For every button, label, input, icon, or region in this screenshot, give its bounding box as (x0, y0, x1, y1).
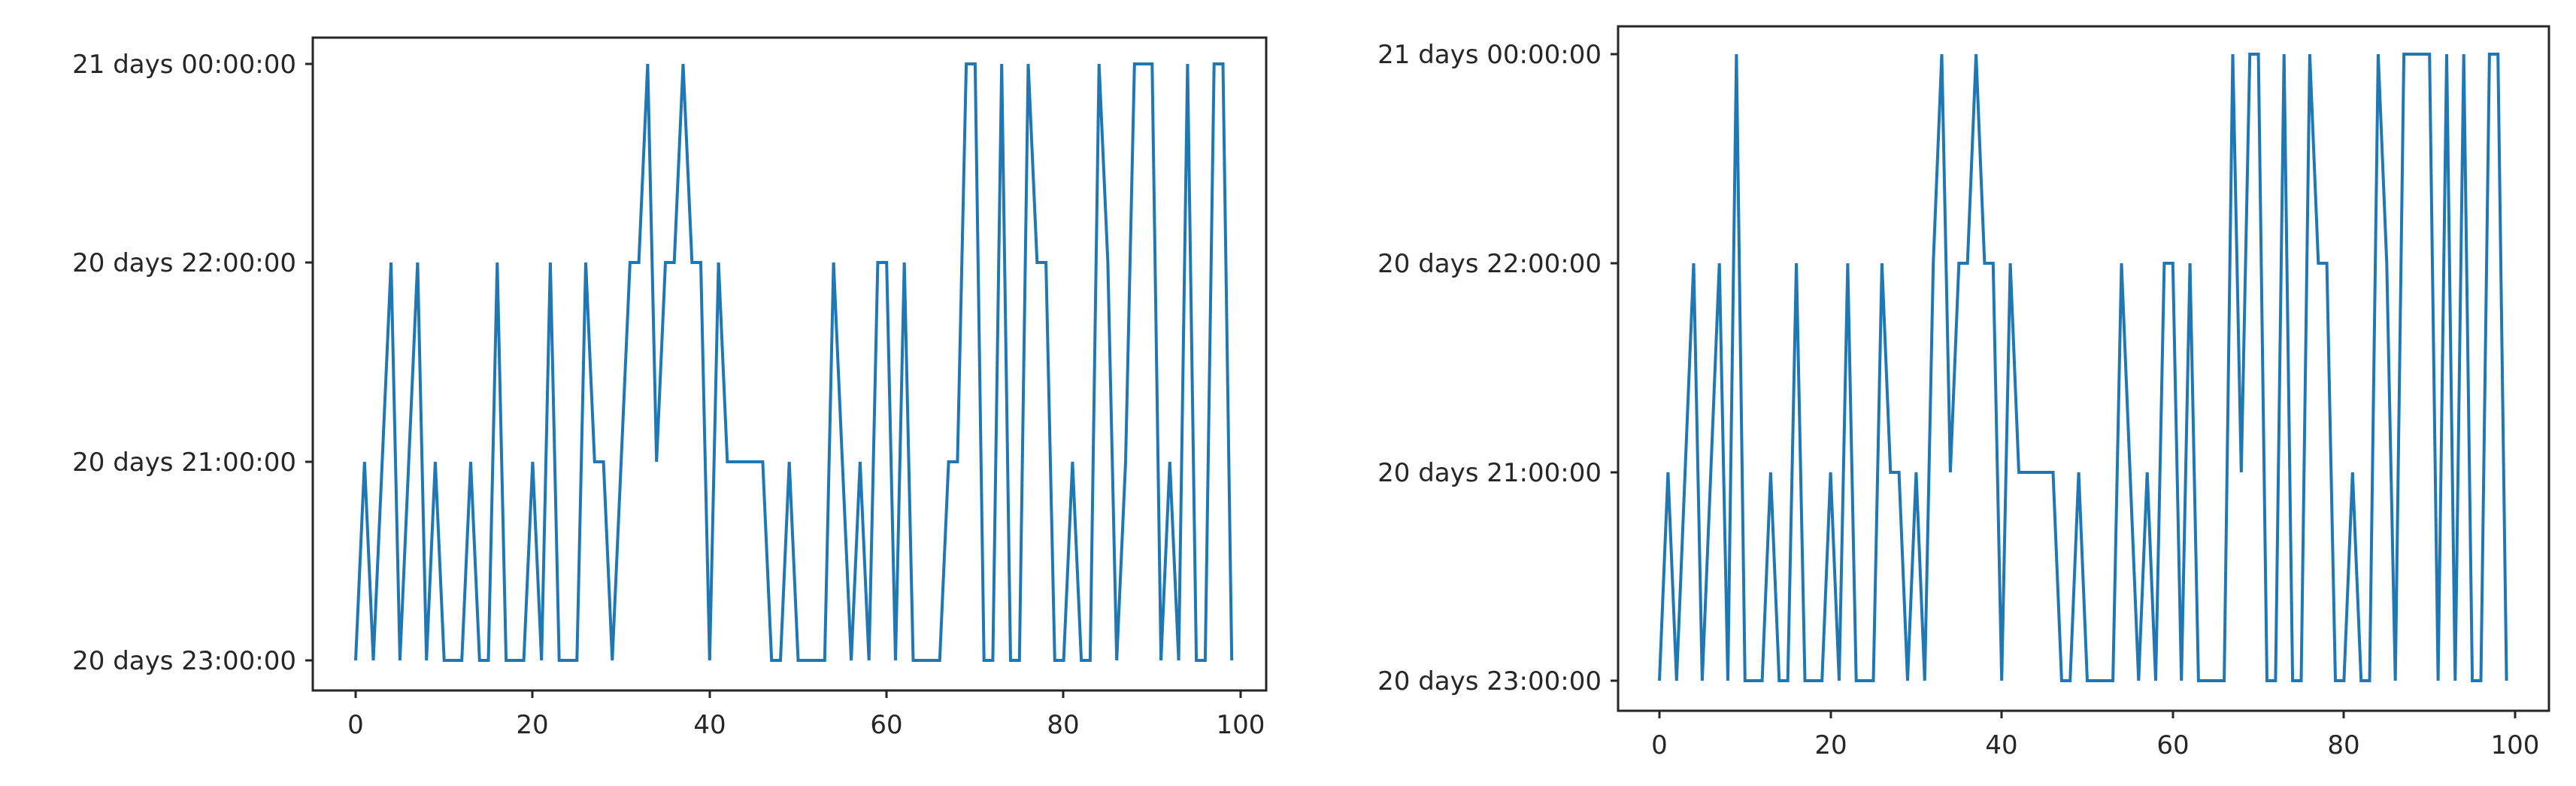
left-xtick-label: 100 (1217, 710, 1265, 740)
right-xtick-label: 20 (1814, 730, 1847, 760)
left-xtick-label: 60 (870, 710, 902, 740)
right-xtick-label: 0 (1651, 730, 1668, 760)
right-y-ticks: 21 days 00:00:00 20 days 22:00:00 20 day… (1377, 40, 1618, 696)
left-xtick-label: 80 (1047, 710, 1079, 740)
right-x-ticks: 0 20 40 60 80 100 (1651, 711, 2539, 760)
left-ytick-label: 20 days 23:00:00 (72, 646, 296, 676)
right-axes-frame (1617, 25, 2550, 712)
left-x-ticks: 0 20 40 60 80 100 (347, 690, 1265, 740)
right-xtick-label: 80 (2327, 730, 2359, 760)
left-ytick-label: 21 days 00:00:00 (72, 50, 296, 80)
left-ytick-label: 20 days 22:00:00 (72, 248, 296, 278)
right-ytick-label: 20 days 21:00:00 (1377, 458, 1602, 488)
right-ytick-label: 20 days 22:00:00 (1377, 249, 1602, 279)
right-xtick-label: 100 (2491, 730, 2540, 760)
left-data-line (354, 62, 1234, 662)
left-y-ticks: 21 days 00:00:00 20 days 22:00:00 20 day… (72, 50, 313, 676)
left-chart: 21 days 00:00:00 20 days 22:00:00 20 day… (72, 36, 1268, 740)
right-xtick-label: 60 (2156, 730, 2189, 760)
right-ytick-label: 21 days 00:00:00 (1377, 40, 1602, 70)
right-ytick-label: 20 days 23:00:00 (1377, 666, 1602, 696)
left-xtick-label: 40 (693, 710, 726, 740)
right-data-line (1658, 53, 2508, 682)
left-ytick-label: 20 days 21:00:00 (72, 448, 296, 478)
left-xtick-label: 0 (347, 710, 364, 740)
left-axes-frame (311, 36, 1268, 692)
right-xtick-label: 40 (1985, 730, 2017, 760)
right-chart: 21 days 00:00:00 20 days 22:00:00 20 day… (1377, 25, 2550, 760)
left-xtick-label: 20 (516, 710, 548, 740)
